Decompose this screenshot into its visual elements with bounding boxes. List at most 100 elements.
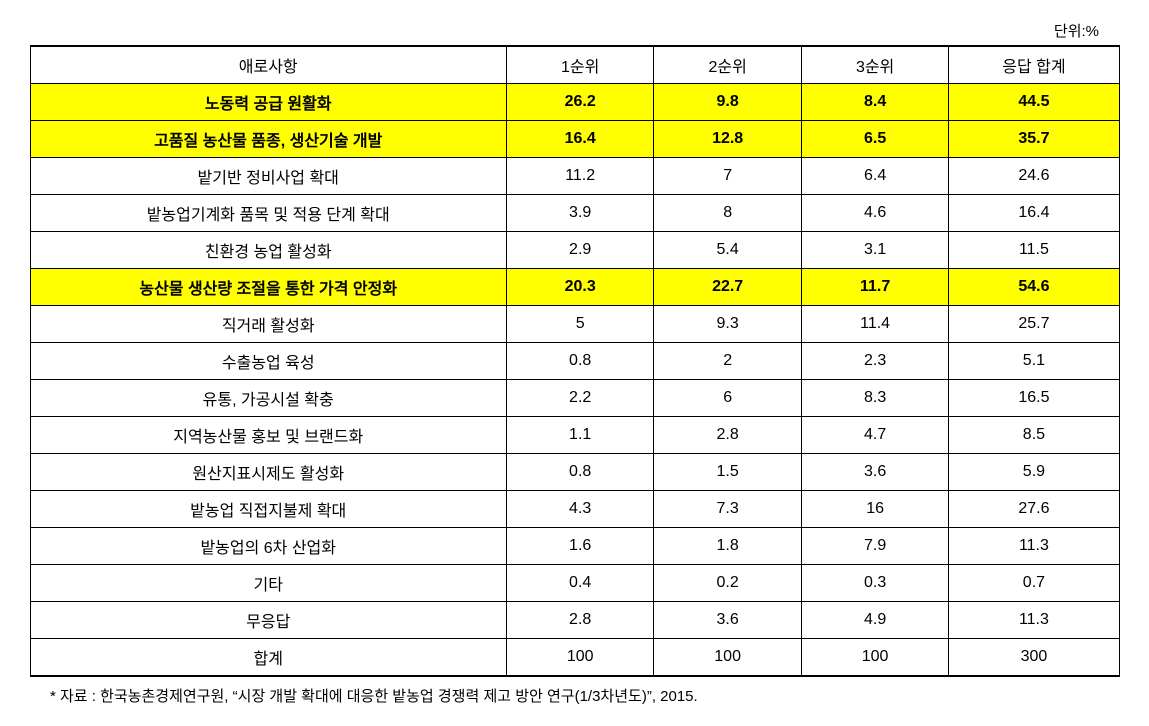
table-cell: 8.3 — [801, 380, 948, 417]
table-cell: 16 — [801, 491, 948, 528]
table-cell: 100 — [801, 639, 948, 677]
table-row: 밭농업기계화 품목 및 적용 단계 확대3.984.616.4 — [30, 195, 1119, 232]
table-cell: 0.7 — [949, 565, 1119, 602]
table-cell: 8 — [654, 195, 801, 232]
table-cell: 8.4 — [801, 84, 948, 121]
table-row: 무응답2.83.64.911.3 — [30, 602, 1119, 639]
header-cell: 애로사항 — [30, 46, 506, 84]
table-cell: 16.5 — [949, 380, 1119, 417]
survey-table: 애로사항1순위2순위3순위응답 합계 노동력 공급 원활화26.29.88.44… — [30, 45, 1120, 677]
table-row: 수출농업 육성0.822.35.1 — [30, 343, 1119, 380]
table-cell: 5.1 — [949, 343, 1119, 380]
table-cell: 밭농업의 6차 산업화 — [30, 528, 506, 565]
table-cell: 100 — [654, 639, 801, 677]
header-row: 애로사항1순위2순위3순위응답 합계 — [30, 46, 1119, 84]
table-cell: 5 — [506, 306, 653, 343]
table-row: 직거래 활성화59.311.425.7 — [30, 306, 1119, 343]
table-cell: 밭농업 직접지불제 확대 — [30, 491, 506, 528]
table-cell: 2.8 — [506, 602, 653, 639]
table-cell: 밭기반 정비사업 확대 — [30, 158, 506, 195]
table-cell: 0.8 — [506, 343, 653, 380]
table-cell: 11.2 — [506, 158, 653, 195]
table-cell: 0.3 — [801, 565, 948, 602]
table-cell: 기타 — [30, 565, 506, 602]
table-row: 밭농업의 6차 산업화1.61.87.911.3 — [30, 528, 1119, 565]
table-cell: 3.6 — [801, 454, 948, 491]
table-cell: 24.6 — [949, 158, 1119, 195]
table-cell: 2 — [654, 343, 801, 380]
source-note: * 자료 : 한국농촌경제연구원, “시장 개발 확대에 대응한 밭농업 경쟁력… — [20, 677, 1129, 706]
table-cell: 농산물 생산량 조절을 통한 가격 안정화 — [30, 269, 506, 306]
table-cell: 1.5 — [654, 454, 801, 491]
table-cell: 3.9 — [506, 195, 653, 232]
table-cell: 2.3 — [801, 343, 948, 380]
unit-label: 단위:% — [20, 20, 1129, 41]
table-cell: 12.8 — [654, 121, 801, 158]
table-cell: 6.4 — [801, 158, 948, 195]
table-header: 애로사항1순위2순위3순위응답 합계 — [30, 46, 1119, 84]
table-cell: 4.7 — [801, 417, 948, 454]
table-row: 노동력 공급 원활화26.29.88.444.5 — [30, 84, 1119, 121]
table-cell: 5.9 — [949, 454, 1119, 491]
table-body: 노동력 공급 원활화26.29.88.444.5고품질 농산물 품종, 생산기술… — [30, 84, 1119, 677]
table-cell: 6 — [654, 380, 801, 417]
table-row: 농산물 생산량 조절을 통한 가격 안정화20.322.711.754.6 — [30, 269, 1119, 306]
table-cell: 0.2 — [654, 565, 801, 602]
table-cell: 노동력 공급 원활화 — [30, 84, 506, 121]
table-cell: 44.5 — [949, 84, 1119, 121]
table-cell: 25.7 — [949, 306, 1119, 343]
header-cell: 응답 합계 — [949, 46, 1119, 84]
table-cell: 16.4 — [506, 121, 653, 158]
table-cell: 1.1 — [506, 417, 653, 454]
table-cell: 54.6 — [949, 269, 1119, 306]
table-row: 밭기반 정비사업 확대11.276.424.6 — [30, 158, 1119, 195]
table-row: 기타0.40.20.30.7 — [30, 565, 1119, 602]
table-cell: 0.4 — [506, 565, 653, 602]
table-cell: 유통, 가공시설 확충 — [30, 380, 506, 417]
table-cell: 20.3 — [506, 269, 653, 306]
table-cell: 3.1 — [801, 232, 948, 269]
table-cell: 2.2 — [506, 380, 653, 417]
table-cell: 7.3 — [654, 491, 801, 528]
table-cell: 7.9 — [801, 528, 948, 565]
table-cell: 0.8 — [506, 454, 653, 491]
table-cell: 6.5 — [801, 121, 948, 158]
table-row: 친환경 농업 활성화2.95.43.111.5 — [30, 232, 1119, 269]
header-cell: 1순위 — [506, 46, 653, 84]
table-cell: 27.6 — [949, 491, 1119, 528]
table-cell: 1.6 — [506, 528, 653, 565]
table-cell: 9.3 — [654, 306, 801, 343]
table-cell: 26.2 — [506, 84, 653, 121]
table-row: 지역농산물 홍보 및 브랜드화1.12.84.78.5 — [30, 417, 1119, 454]
table-cell: 1.8 — [654, 528, 801, 565]
table-cell: 9.8 — [654, 84, 801, 121]
table-cell: 16.4 — [949, 195, 1119, 232]
table-cell: 300 — [949, 639, 1119, 677]
table-cell: 직거래 활성화 — [30, 306, 506, 343]
table-cell: 합계 — [30, 639, 506, 677]
table-cell: 100 — [506, 639, 653, 677]
table-row: 원산지표시제도 활성화0.81.53.65.9 — [30, 454, 1119, 491]
table-cell: 밭농업기계화 품목 및 적용 단계 확대 — [30, 195, 506, 232]
table-cell: 22.7 — [654, 269, 801, 306]
table-cell: 11.7 — [801, 269, 948, 306]
table-row: 밭농업 직접지불제 확대4.37.31627.6 — [30, 491, 1119, 528]
table-cell: 11.3 — [949, 528, 1119, 565]
table-cell: 3.6 — [654, 602, 801, 639]
table-row: 유통, 가공시설 확충2.268.316.5 — [30, 380, 1119, 417]
table-cell: 11.3 — [949, 602, 1119, 639]
header-cell: 2순위 — [654, 46, 801, 84]
table-cell: 지역농산물 홍보 및 브랜드화 — [30, 417, 506, 454]
table-cell: 7 — [654, 158, 801, 195]
table-cell: 11.5 — [949, 232, 1119, 269]
header-cell: 3순위 — [801, 46, 948, 84]
table-cell: 원산지표시제도 활성화 — [30, 454, 506, 491]
table-row: 합계100100100300 — [30, 639, 1119, 677]
table-cell: 4.6 — [801, 195, 948, 232]
table-cell: 2.8 — [654, 417, 801, 454]
table-cell: 고품질 농산물 품종, 생산기술 개발 — [30, 121, 506, 158]
table-cell: 5.4 — [654, 232, 801, 269]
table-cell: 11.4 — [801, 306, 948, 343]
table-row: 고품질 농산물 품종, 생산기술 개발16.412.86.535.7 — [30, 121, 1119, 158]
table-cell: 35.7 — [949, 121, 1119, 158]
